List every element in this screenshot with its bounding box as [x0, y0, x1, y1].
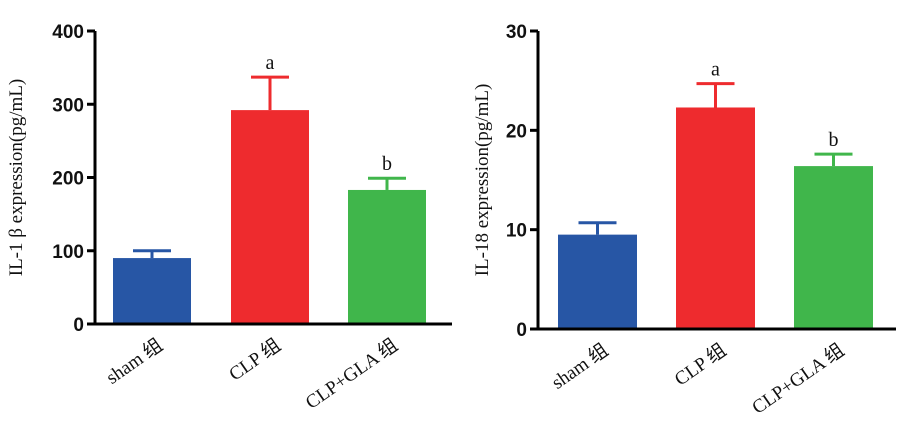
- significance-label: b: [382, 153, 392, 175]
- y-tick-label: 200: [52, 169, 84, 190]
- category-label: sham 组: [547, 339, 612, 394]
- category-label: CLP 组: [225, 334, 285, 385]
- y-axis-label: IL-18 expression(pg/mL): [472, 84, 493, 277]
- y-tick-label: 30: [506, 22, 527, 43]
- il18-chart: sham 组 a CLP 组 b CLP+GLA 组 0 10 20 30 IL-18 expre…: [472, 22, 896, 419]
- y-tick-label: 0: [516, 320, 527, 341]
- y-tick-label: 400: [52, 22, 84, 43]
- y-tick-label: 20: [506, 121, 527, 142]
- bar: [231, 110, 309, 324]
- significance-label: a: [266, 52, 275, 74]
- significance-label: a: [711, 59, 720, 81]
- bar: [794, 166, 873, 329]
- y-tick-label: 300: [52, 95, 84, 116]
- category-label: CLP+GLA 组: [748, 339, 849, 419]
- bar: [676, 107, 755, 329]
- y-tick-label: 100: [52, 242, 84, 263]
- bar: [348, 189, 426, 324]
- bar: [113, 258, 191, 324]
- category-label: CLP 组: [670, 339, 730, 390]
- category-label: sham 组: [102, 334, 167, 389]
- y-tick-label: 10: [506, 221, 527, 242]
- il1b-chart: sham 组 a CLP 组 b CLP+GLA 组 0 100 200 300 400 IL-1 …: [6, 22, 452, 414]
- significance-label: b: [829, 129, 839, 151]
- bar: [558, 234, 637, 329]
- y-axis-label: IL-1 β expression(pg/mL): [6, 79, 27, 277]
- category-label: CLP+GLA 组: [301, 334, 402, 414]
- y-tick-label: 0: [73, 315, 84, 336]
